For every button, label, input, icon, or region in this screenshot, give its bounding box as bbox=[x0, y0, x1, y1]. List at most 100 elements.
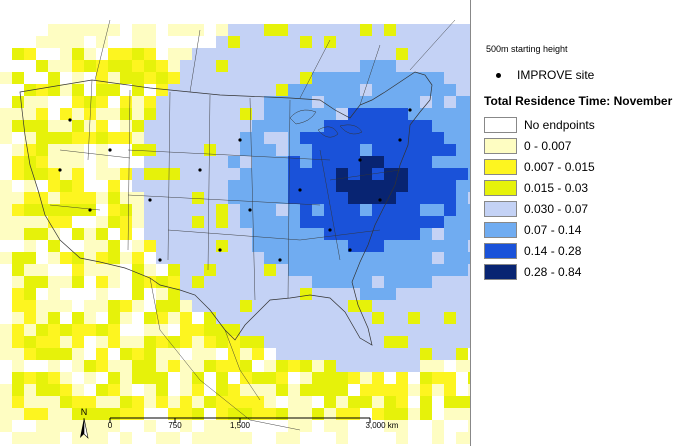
grid-cell bbox=[84, 132, 96, 144]
grid-cell bbox=[408, 144, 420, 156]
grid-cell bbox=[144, 36, 156, 48]
grid-cell bbox=[456, 348, 468, 360]
grid-cell bbox=[12, 48, 24, 60]
grid-cell bbox=[276, 216, 288, 228]
grid-cell bbox=[360, 300, 372, 312]
grid-cell bbox=[324, 48, 336, 60]
grid-cell bbox=[300, 156, 312, 168]
grid-cell bbox=[324, 144, 336, 156]
grid-cell bbox=[372, 132, 384, 144]
grid-cell bbox=[132, 360, 144, 372]
grid-cell bbox=[156, 180, 168, 192]
grid-cell bbox=[216, 36, 228, 48]
grid-cell bbox=[168, 204, 180, 216]
north-arrow: N bbox=[80, 407, 89, 439]
grid-cell bbox=[408, 300, 420, 312]
improve-site-label: IMPROVE site bbox=[517, 68, 595, 82]
grid-cell bbox=[408, 84, 420, 96]
grid-cell bbox=[360, 312, 372, 324]
grid-cell bbox=[444, 48, 456, 60]
grid-cell bbox=[396, 324, 408, 336]
grid-cell bbox=[420, 48, 432, 60]
grid-cell bbox=[132, 108, 144, 120]
grid-cell bbox=[72, 144, 84, 156]
grid-cell bbox=[384, 168, 396, 180]
grid-cell bbox=[228, 24, 240, 36]
grid-cell bbox=[216, 24, 228, 36]
grid-cell bbox=[108, 216, 120, 228]
grid-cell bbox=[360, 240, 372, 252]
grid-cell bbox=[252, 408, 264, 420]
grid-cell bbox=[396, 384, 408, 396]
grid-cell bbox=[408, 24, 420, 36]
grid-cell bbox=[12, 312, 24, 324]
grid-cell bbox=[24, 264, 36, 276]
grid-cell bbox=[144, 96, 156, 108]
grid-cell bbox=[72, 324, 84, 336]
grid-cell bbox=[24, 168, 36, 180]
grid-cell bbox=[168, 240, 180, 252]
north-label: N bbox=[81, 407, 88, 417]
grid-cell bbox=[312, 180, 324, 192]
grid-cell bbox=[324, 324, 336, 336]
grid-cell bbox=[60, 216, 72, 228]
grid-cell bbox=[360, 228, 372, 240]
grid-cell bbox=[468, 240, 470, 252]
grid-cell bbox=[336, 48, 348, 60]
grid-cell bbox=[192, 276, 204, 288]
residence-time-map[interactable]: N 0 750 1,500 3,000 km bbox=[0, 0, 470, 446]
legend-swatch bbox=[484, 242, 517, 259]
grid-cell bbox=[240, 204, 252, 216]
grid-cell bbox=[420, 300, 432, 312]
grid-cell bbox=[12, 432, 24, 444]
grid-cell bbox=[456, 216, 468, 228]
grid-cell bbox=[156, 156, 168, 168]
grid-cell bbox=[180, 360, 192, 372]
grid-cell bbox=[384, 240, 396, 252]
grid-cell bbox=[132, 144, 144, 156]
grid-cell bbox=[444, 96, 456, 108]
grid-cell bbox=[156, 372, 168, 384]
grid-cell bbox=[144, 180, 156, 192]
grid-cell bbox=[348, 120, 360, 132]
grid-cell bbox=[456, 408, 468, 420]
grid-cell bbox=[348, 396, 360, 408]
grid-cell bbox=[168, 132, 180, 144]
legend-class-0: No endpoints bbox=[484, 114, 595, 135]
grid-cell bbox=[324, 372, 336, 384]
grid-cell bbox=[180, 216, 192, 228]
grid-cell bbox=[12, 300, 24, 312]
legend-classes: No endpoints 0 - 0.007 0.007 - 0.015 0.0… bbox=[484, 114, 595, 282]
grid-cell bbox=[48, 156, 60, 168]
grid-cell bbox=[132, 192, 144, 204]
grid-cell bbox=[228, 324, 240, 336]
grid-cell bbox=[36, 156, 48, 168]
improve-site-marker bbox=[108, 148, 112, 152]
grid-cell bbox=[48, 252, 60, 264]
grid-cell bbox=[228, 300, 240, 312]
grid-cell bbox=[96, 216, 108, 228]
grid-cell bbox=[24, 180, 36, 192]
grid-cell bbox=[264, 276, 276, 288]
grid-cell bbox=[324, 348, 336, 360]
grid-cell bbox=[240, 72, 252, 84]
grid-cell bbox=[432, 168, 444, 180]
grid-cell bbox=[312, 360, 324, 372]
grid-cell bbox=[204, 240, 216, 252]
grid-cell bbox=[408, 336, 420, 348]
grid-cell bbox=[276, 432, 288, 444]
grid-cell bbox=[72, 120, 84, 132]
grid-cell bbox=[336, 432, 348, 444]
grid-cell bbox=[192, 216, 204, 228]
grid-cell bbox=[432, 276, 444, 288]
grid-cell bbox=[300, 420, 312, 432]
grid-cell bbox=[432, 192, 444, 204]
grid-cell bbox=[420, 384, 432, 396]
grid-cell bbox=[264, 168, 276, 180]
grid-cell bbox=[228, 420, 240, 432]
grid-cell bbox=[216, 384, 228, 396]
grid-cell bbox=[444, 72, 456, 84]
grid-cell bbox=[300, 252, 312, 264]
grid-cell bbox=[96, 420, 108, 432]
grid-cell bbox=[300, 192, 312, 204]
